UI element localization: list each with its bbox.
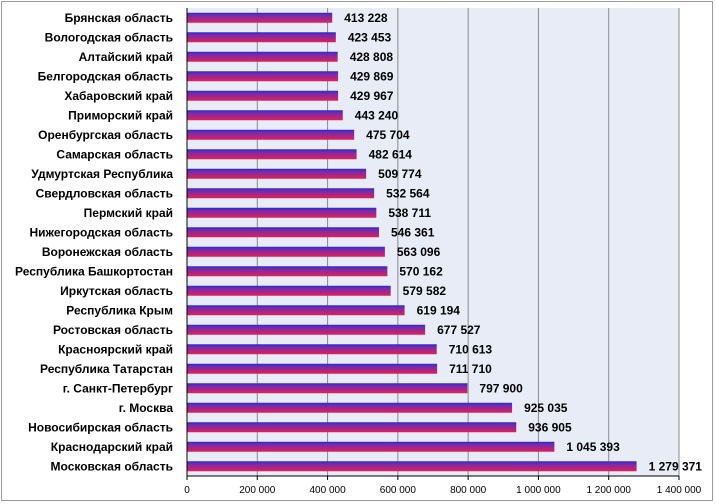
data-label: 475 704 [366, 128, 410, 142]
bar [187, 422, 517, 433]
data-label: 429 967 [350, 89, 394, 103]
data-label: 563 096 [397, 245, 441, 259]
bar [187, 129, 355, 140]
category-label: Новосибирская область [28, 420, 173, 434]
x-tick-label: 800 000 [450, 485, 487, 496]
data-label: 482 614 [369, 147, 413, 161]
bar [187, 90, 339, 101]
bar [187, 188, 375, 199]
bar [187, 168, 367, 179]
bar [187, 402, 513, 413]
category-label: Нижегородская область [29, 225, 173, 239]
gridlines [256, 8, 680, 476]
data-label: 579 582 [403, 284, 447, 298]
bar [187, 227, 380, 238]
bar [187, 363, 438, 374]
category-label: Оренбургская область [38, 128, 173, 142]
category-label: Республика Башкортостан [15, 264, 173, 278]
data-label: 423 453 [348, 30, 392, 44]
x-tick-label: 0 [184, 485, 190, 496]
x-tick-label: 400 000 [309, 485, 346, 496]
data-label: 710 613 [449, 342, 493, 356]
data-label: 509 774 [378, 167, 422, 181]
x-tick-label: 200 000 [239, 485, 276, 496]
bar [187, 207, 377, 218]
category-label: Республика Крым [66, 303, 173, 317]
bar [187, 285, 391, 296]
x-tick-label: 1 200 000 [586, 485, 631, 496]
category-label: Удмуртская Республика [31, 167, 173, 181]
category-label: г. Санкт-Петербург [63, 381, 173, 395]
category-label: Красноярский край [58, 342, 173, 356]
category-label: Республика Татарстан [40, 362, 173, 376]
bar [187, 305, 405, 316]
bar [187, 32, 336, 43]
category-labels: Брянская область Вологодская область Алтай… [15, 11, 173, 474]
data-label: 570 162 [399, 264, 443, 278]
category-label: Краснодарский край [51, 440, 173, 454]
data-label: 677 527 [437, 323, 481, 337]
bar [187, 324, 426, 335]
data-label: 936 905 [528, 420, 572, 434]
category-label: Алтайский край [79, 50, 173, 64]
category-label: Вологодская область [45, 30, 173, 44]
data-label: 429 869 [350, 69, 394, 83]
category-label: Московская область [51, 459, 173, 473]
bar [187, 266, 388, 277]
plot-area [187, 8, 679, 476]
category-label: Брянская область [65, 11, 173, 25]
data-label: 925 035 [524, 401, 568, 415]
category-label: Белгородская область [38, 69, 173, 83]
value-labels: 413 228 423 453 428 808 429 869 429 967 443 2… [344, 11, 702, 474]
bars [187, 12, 637, 472]
category-label: Ростовская область [53, 323, 173, 337]
data-label: 1 045 393 [566, 440, 620, 454]
bar [187, 51, 338, 62]
data-label: 619 194 [417, 303, 461, 317]
bar [187, 149, 357, 160]
data-label: 546 361 [391, 225, 435, 239]
data-label: 1 279 371 [649, 459, 703, 473]
data-label: 428 808 [350, 50, 394, 64]
category-label: Воронежская область [42, 245, 173, 259]
category-label: Пермский край [84, 206, 173, 220]
category-label: Свердловская область [36, 186, 173, 200]
data-label: 711 710 [449, 362, 492, 376]
bar [187, 12, 333, 23]
bar [187, 383, 468, 394]
category-label: Иркутская область [60, 284, 173, 298]
bar [187, 246, 385, 257]
x-tick-label: 600 000 [380, 485, 417, 496]
bar [187, 71, 339, 82]
bar [187, 110, 343, 121]
category-label: г. Москва [119, 401, 174, 415]
data-label: 413 228 [344, 11, 388, 25]
x-tick-label: 1 400 000 [657, 485, 702, 496]
bar [187, 344, 437, 355]
x-tick-label: 1 000 000 [516, 485, 561, 496]
data-label: 538 711 [388, 206, 431, 220]
x-axis-ticks: 0 200 000 400 000 600 000 800 000 1 000 000 1 … [184, 476, 702, 496]
data-label: 443 240 [355, 108, 399, 122]
bar [187, 441, 555, 452]
data-label: 797 900 [479, 381, 523, 395]
category-label: Приморский край [68, 108, 173, 122]
category-label: Самарская область [56, 147, 173, 161]
data-label: 532 564 [386, 186, 430, 200]
category-label: Хабаровский край [64, 89, 173, 103]
bar [187, 461, 637, 472]
